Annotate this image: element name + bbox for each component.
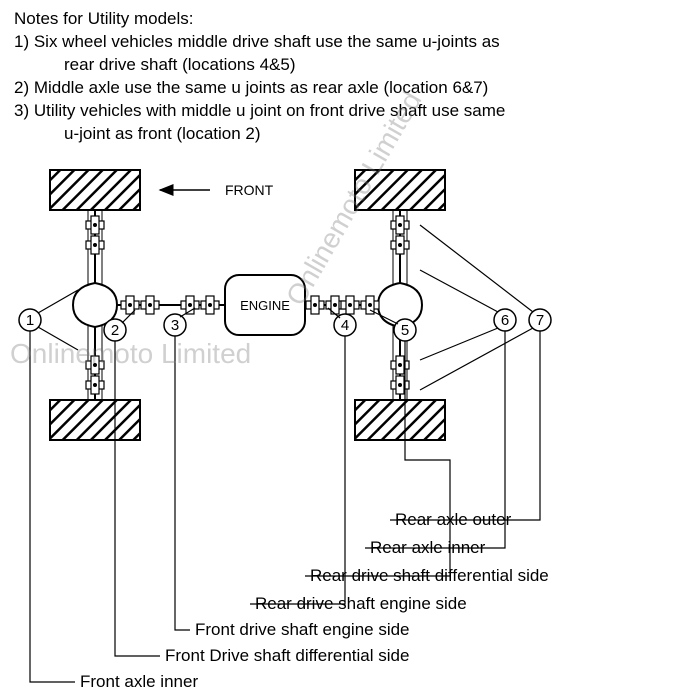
notes-block: Notes for Utility models: 1) Six wheel v…: [0, 0, 700, 146]
legend-3: Front drive shaft engine side: [195, 620, 410, 639]
front-label: FRONT: [225, 182, 274, 198]
notes-line-1a: 1) Six wheel vehicles middle drive shaft…: [14, 31, 686, 54]
svg-text:7: 7: [536, 312, 544, 329]
notes-line-3a: 3) Utility vehicles with middle u joint …: [14, 100, 686, 123]
svg-text:1: 1: [26, 312, 34, 329]
legend-6: Rear axle inner: [370, 538, 486, 557]
tire-front-top: [50, 170, 140, 210]
svg-text:3: 3: [171, 317, 179, 334]
svg-text:6: 6: [501, 312, 509, 329]
svg-text:5: 5: [401, 322, 409, 339]
tire-rear-bottom: [355, 400, 445, 440]
legend-7: Rear axle outer: [395, 510, 512, 529]
callout-1: 1: [19, 309, 41, 331]
drivetrain-diagram: ENGINE FRONT 1 2 3 4 5 6 7: [0, 150, 700, 700]
callout-5: 5: [394, 319, 416, 341]
tire-front-bottom: [50, 400, 140, 440]
engine-label: ENGINE: [240, 298, 290, 313]
svg-text:2: 2: [111, 322, 119, 339]
tire-rear-top: [355, 170, 445, 210]
notes-line-3b: u-joint as front (location 2): [14, 123, 686, 146]
legend-1: Front axle inner: [80, 672, 198, 691]
legend-2: Front Drive shaft differential side: [165, 646, 409, 665]
svg-text:4: 4: [341, 317, 349, 334]
notes-line-1b: rear drive shaft (locations 4&5): [14, 54, 686, 77]
notes-line-2: 2) Middle axle use the same u joints as …: [14, 77, 686, 100]
legend-5: Rear drive shaft differential side: [310, 566, 549, 585]
notes-heading: Notes for Utility models:: [14, 8, 686, 31]
callout-4: 4: [334, 314, 356, 336]
callout-3: 3: [164, 314, 186, 336]
legend-4: Rear drive shaft engine side: [255, 594, 467, 613]
